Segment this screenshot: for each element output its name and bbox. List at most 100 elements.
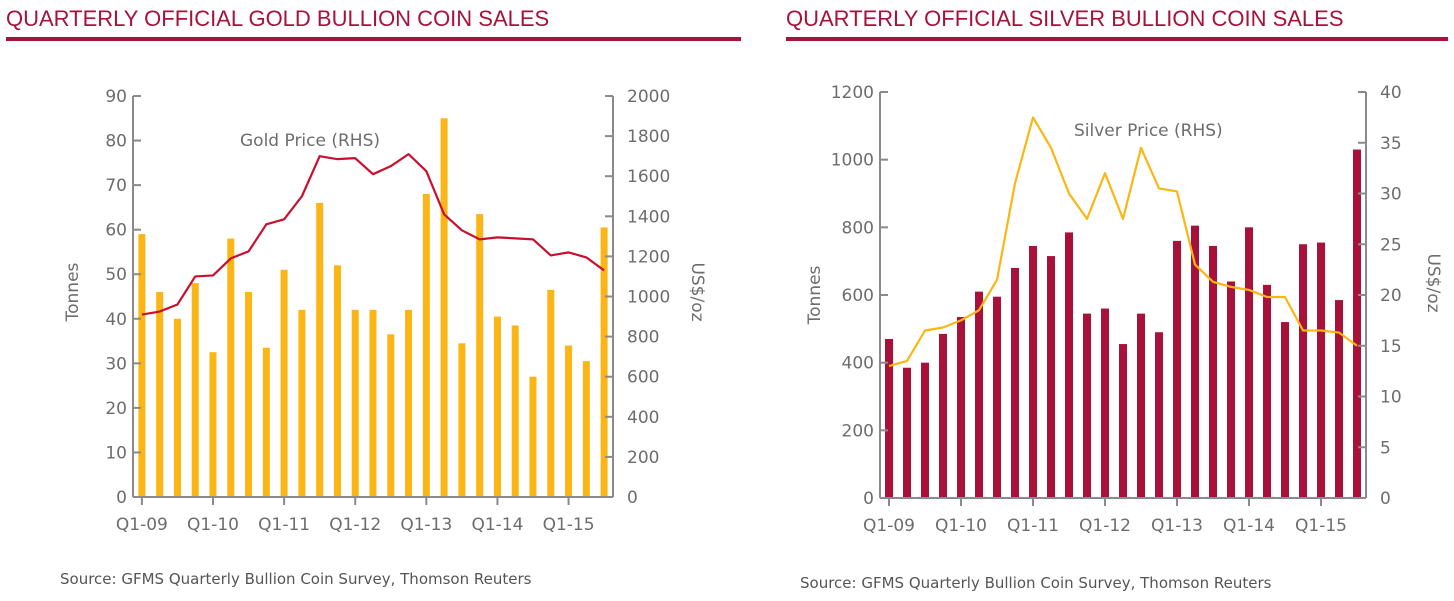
- right-tick-label: 0: [627, 488, 638, 508]
- silver-title-rule: [786, 37, 1448, 41]
- right-tick-label: 2000: [627, 87, 670, 107]
- x-tick-label: Q1-09: [116, 515, 168, 535]
- bar: [209, 352, 217, 497]
- right-tick-label: 15: [1380, 337, 1402, 357]
- bar: [939, 333, 947, 498]
- bar: [1263, 284, 1271, 498]
- bar: [351, 309, 359, 497]
- bar: [173, 318, 181, 497]
- bar: [476, 214, 484, 497]
- bar: [1011, 267, 1019, 498]
- x-tick-label: Q1-10: [187, 515, 239, 535]
- price-series-label: Gold Price (RHS): [240, 131, 380, 151]
- x-tick-label: Q1-11: [1007, 516, 1059, 536]
- gold-source-note: Source: GFMS Quarterly Bullion Coin Surv…: [60, 570, 532, 588]
- right-tick-label: 1200: [627, 247, 670, 267]
- left-tick-label: 70: [105, 176, 127, 196]
- x-tick-label: Q1-09: [863, 516, 915, 536]
- price-line: [888, 116, 1358, 368]
- right-axis-title: US$/oz: [1423, 253, 1443, 312]
- x-tick-label: Q1-15: [1295, 516, 1347, 536]
- bar: [885, 338, 893, 498]
- gold-panel: QUARTERLY OFFICIAL GOLD BULLION COIN SAL…: [6, 0, 741, 41]
- bar: [280, 269, 288, 497]
- left-tick-label: 200: [842, 421, 874, 441]
- x-tick-label: Q1-12: [1079, 516, 1131, 536]
- right-axis-title: US$/oz: [687, 262, 707, 321]
- left-tick-label: 30: [105, 354, 127, 374]
- price-series-label: Silver Price (RHS): [1074, 121, 1223, 141]
- bar: [440, 118, 448, 497]
- x-tick-label: Q1-10: [935, 516, 987, 536]
- left-tick-label: 60: [105, 221, 127, 241]
- silver-chart-title: QUARTERLY OFFICIAL SILVER BULLION COIN S…: [786, 6, 1344, 31]
- right-tick-label: 1400: [627, 207, 670, 227]
- right-tick-label: 1600: [627, 167, 670, 187]
- right-tick-label: 600: [627, 368, 659, 388]
- bar: [511, 325, 519, 497]
- bar: [1317, 242, 1325, 498]
- bar: [1047, 256, 1055, 498]
- right-tick-label: 800: [627, 328, 659, 348]
- bar: [565, 345, 573, 497]
- bar: [975, 291, 983, 498]
- right-tick-label: 400: [627, 408, 659, 428]
- bar: [405, 309, 413, 497]
- bar: [1173, 240, 1181, 498]
- left-tick-label: 0: [863, 489, 874, 509]
- bar: [493, 316, 501, 497]
- left-axis-title: Tonnes: [63, 262, 83, 322]
- bar: [138, 234, 146, 497]
- left-tick-label: 600: [842, 286, 874, 306]
- bar: [1101, 308, 1109, 498]
- left-tick-label: 80: [105, 132, 127, 152]
- bar: [1065, 232, 1073, 498]
- bar: [387, 334, 395, 497]
- bar: [298, 309, 306, 497]
- right-tick-label: 30: [1380, 185, 1402, 205]
- right-tick-label: 1800: [627, 127, 670, 147]
- bar: [458, 343, 466, 497]
- bar: [582, 361, 590, 497]
- bar: [1029, 245, 1037, 498]
- bar: [547, 289, 555, 497]
- bar: [1119, 344, 1127, 498]
- silver-panel: QUARTERLY OFFICIAL SILVER BULLION COIN S…: [786, 0, 1448, 41]
- left-tick-label: 1000: [831, 151, 874, 171]
- gold-title-rule: [6, 37, 741, 41]
- bar: [1083, 313, 1091, 498]
- left-tick-label: 10: [105, 443, 127, 463]
- left-tick-label: 400: [842, 354, 874, 374]
- x-tick-label: Q1-14: [471, 515, 523, 535]
- x-tick-label: Q1-14: [1223, 516, 1275, 536]
- bar: [156, 292, 164, 497]
- bar: [1155, 332, 1163, 498]
- bar: [1245, 227, 1253, 498]
- silver-source-note: Source: GFMS Quarterly Bullion Coin Surv…: [800, 574, 1272, 592]
- x-tick-label: Q1-13: [1151, 516, 1203, 536]
- bar: [1335, 300, 1343, 498]
- bar: [957, 316, 965, 498]
- bar: [227, 238, 235, 497]
- gold-chart-title: QUARTERLY OFFICIAL GOLD BULLION COIN SAL…: [6, 6, 550, 31]
- x-tick-label: Q1-12: [329, 515, 381, 535]
- bar: [1191, 225, 1199, 498]
- bar: [369, 309, 377, 497]
- bar: [1299, 244, 1307, 498]
- x-tick-label: Q1-15: [543, 515, 595, 535]
- bar: [1137, 313, 1145, 498]
- left-tick-label: 1200: [831, 83, 874, 103]
- left-axis-title: Tonnes: [805, 265, 825, 325]
- left-tick-label: 20: [105, 399, 127, 419]
- bar: [993, 296, 1001, 498]
- x-tick-label: Q1-13: [400, 515, 452, 535]
- left-tick-label: 90: [105, 87, 127, 107]
- left-tick-label: 0: [116, 488, 127, 508]
- bar: [422, 194, 430, 497]
- right-tick-label: 25: [1380, 235, 1402, 255]
- bar: [245, 292, 253, 497]
- bar: [1227, 281, 1235, 498]
- bar: [921, 362, 929, 498]
- bar: [1209, 245, 1217, 498]
